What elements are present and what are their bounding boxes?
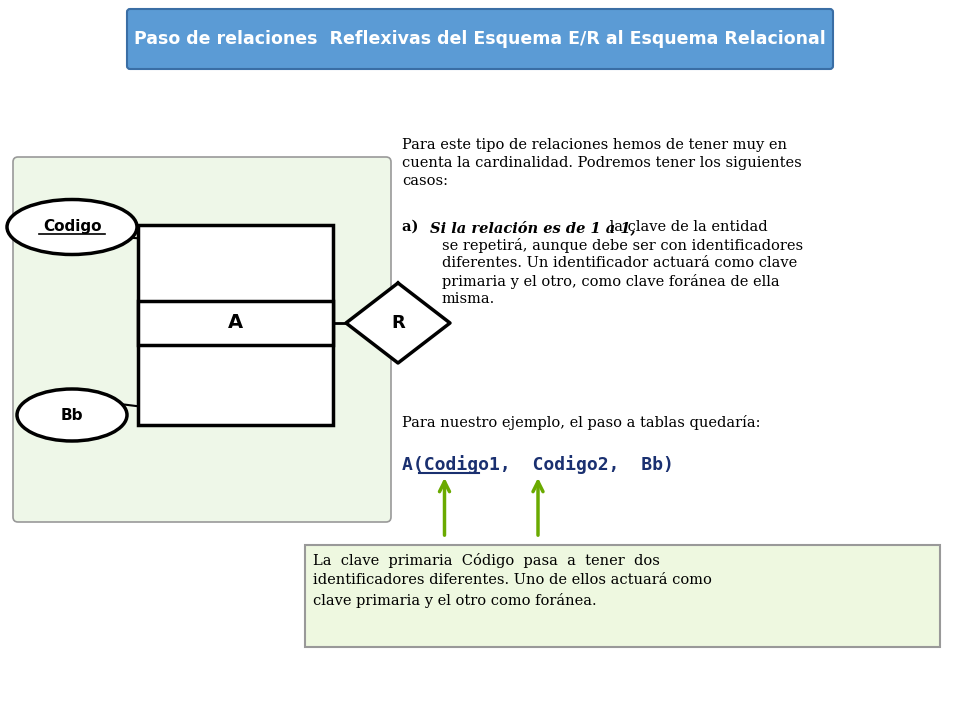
FancyBboxPatch shape <box>127 9 833 69</box>
Polygon shape <box>346 283 450 363</box>
Bar <box>138 225 333 425</box>
Text: Codigo: Codigo <box>43 220 101 235</box>
Text: A: A <box>228 313 243 333</box>
Text: casos:: casos: <box>402 174 448 188</box>
Text: la clave de la entidad: la clave de la entidad <box>605 220 768 234</box>
Text: primaria y el otro, como clave foránea de ella: primaria y el otro, como clave foránea d… <box>442 274 780 289</box>
Text: a): a) <box>402 220 428 234</box>
FancyBboxPatch shape <box>13 157 391 522</box>
Text: Bb: Bb <box>60 408 84 423</box>
Text: misma.: misma. <box>442 292 495 306</box>
Bar <box>305 545 940 647</box>
Text: Para este tipo de relaciones hemos de tener muy en: Para este tipo de relaciones hemos de te… <box>402 138 787 152</box>
Text: La  clave  primaria  Código  pasa  a  tener  dos: La clave primaria Código pasa a tener do… <box>313 553 660 568</box>
Text: cuenta la cardinalidad. Podremos tener los siguientes: cuenta la cardinalidad. Podremos tener l… <box>402 156 802 170</box>
Text: Paso de relaciones  Reflexivas del Esquema E/R al Esquema Relacional: Paso de relaciones Reflexivas del Esquem… <box>134 30 826 48</box>
Text: diferentes. Un identificador actuará como clave: diferentes. Un identificador actuará com… <box>442 256 797 270</box>
Ellipse shape <box>17 389 127 441</box>
Text: se repetirá, aunque debe ser con identificadores: se repetirá, aunque debe ser con identif… <box>442 238 804 253</box>
Ellipse shape <box>7 199 137 254</box>
Text: A(Codigo1,  Codigo2,  Bb): A(Codigo1, Codigo2, Bb) <box>402 455 674 474</box>
Text: Para nuestro ejemplo, el paso a tablas quedaría:: Para nuestro ejemplo, el paso a tablas q… <box>402 415 760 430</box>
Text: clave primaria y el otro como foránea.: clave primaria y el otro como foránea. <box>313 593 596 608</box>
Bar <box>138 301 333 345</box>
Text: Si la relación es de 1 a 1,: Si la relación es de 1 a 1, <box>430 220 636 235</box>
Text: identificadores diferentes. Uno de ellos actuará como: identificadores diferentes. Uno de ellos… <box>313 573 712 587</box>
Text: R: R <box>391 314 405 332</box>
